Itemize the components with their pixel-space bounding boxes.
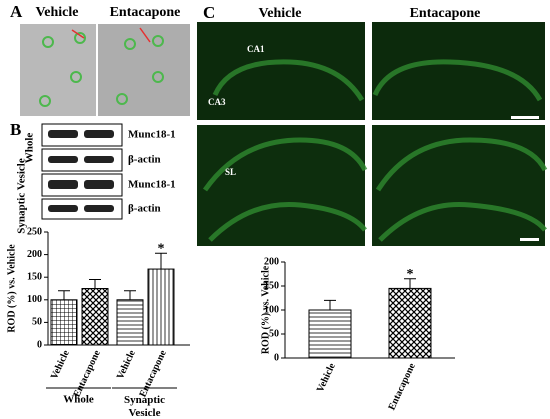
blot-label: β-actin	[128, 203, 161, 215]
blot-label: Munc18-1	[128, 129, 176, 141]
bar	[388, 287, 432, 359]
error-bar	[124, 290, 136, 300]
fraction-label: Whole	[24, 133, 36, 164]
y-tick-label: 0	[37, 339, 42, 350]
y-axis-label: ROD (%) vs. Vehicle	[260, 265, 271, 354]
y-tick-label: 100	[264, 304, 279, 315]
y-axis-label: ROD (%) vs. Vehicle	[6, 244, 17, 333]
error-bar	[404, 278, 416, 289]
bar	[147, 268, 175, 346]
y-tick-label: 250	[27, 226, 42, 237]
panel-a-images	[20, 24, 190, 116]
x-tick-label: Vehicle	[315, 361, 338, 394]
panel-label: B	[10, 120, 21, 139]
annotation: *	[158, 241, 165, 256]
group-label: Synaptic Vesicle	[124, 394, 165, 419]
x-tick-label: Vehicle	[115, 348, 138, 381]
y-tick-label: 100	[27, 294, 42, 305]
bar	[81, 288, 109, 346]
x-tick-label: Entacapone	[386, 361, 418, 412]
western-blots	[41, 123, 123, 220]
column-label: Vehicle	[35, 5, 78, 20]
region-label: CA1	[247, 44, 265, 54]
panel-label: A	[10, 2, 23, 21]
y-tick-label: 50	[269, 328, 279, 339]
column-label: Vehicle	[258, 6, 301, 21]
x-tick-label: Vehicle	[49, 348, 72, 381]
y-tick-label: 0	[274, 352, 279, 363]
annotation: *	[407, 267, 414, 282]
bar	[50, 299, 78, 346]
blot-label: β-actin	[128, 154, 161, 166]
bar	[308, 309, 352, 359]
region-label: CA3	[208, 97, 226, 107]
column-label: Entacapone	[110, 5, 181, 20]
panel-label: C	[203, 3, 215, 22]
x-tick-label: Entacapone	[137, 348, 169, 399]
error-bar	[324, 299, 336, 310]
error-bar	[155, 252, 167, 270]
column-label: Entacapone	[410, 6, 481, 21]
x-tick-label: Entacapone	[71, 348, 103, 399]
y-tick-label: 200	[264, 256, 279, 267]
y-tick-label: 50	[32, 317, 42, 328]
y-tick-label: 150	[264, 280, 279, 291]
error-bar	[58, 290, 70, 300]
y-tick-label: 200	[27, 249, 42, 260]
fraction-label: Synaptic Vesicle	[16, 158, 28, 234]
bar	[116, 299, 144, 346]
y-tick-label: 150	[27, 271, 42, 282]
region-label: SL	[225, 167, 236, 177]
group-label: Whole	[63, 394, 94, 406]
panel-c-images	[197, 22, 548, 246]
error-bar	[89, 278, 101, 289]
blot-label: Munc18-1	[128, 179, 176, 191]
